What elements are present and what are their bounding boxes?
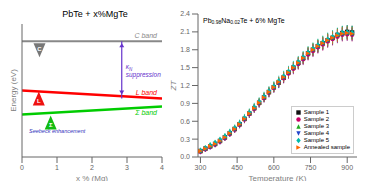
svg-text:2.1: 2.1 [180, 28, 190, 35]
svg-text:4: 4 [160, 164, 164, 171]
svg-text:Temperature (K): Temperature (K) [249, 174, 307, 181]
svg-text:300: 300 [195, 164, 207, 171]
svg-text:2: 2 [90, 164, 94, 171]
svg-text:0.3: 0.3 [180, 136, 190, 143]
svg-text:C band: C band [134, 32, 158, 39]
html-text:Sample 5: Sample 5 [303, 137, 329, 143]
html-text:Sample 2: Sample 2 [303, 116, 329, 122]
html-text:PbTe + x%MgTe: PbTe + x%MgTe [62, 9, 128, 19]
svg-text:C: C [37, 46, 42, 52]
svg-text:600: 600 [268, 164, 280, 171]
svg-text:Σ band: Σ band [134, 109, 158, 116]
svg-text:450: 450 [231, 164, 243, 171]
svg-text:suppression: suppression [126, 71, 161, 79]
html-text:Sample 4: Sample 4 [303, 130, 329, 136]
html-text:Annealed sample: Annealed sample [303, 144, 350, 150]
svg-text:0: 0 [20, 164, 24, 171]
svg-text:750: 750 [305, 164, 317, 171]
svg-text:0.9: 0.9 [180, 100, 190, 107]
svg-text:0.0: 0.0 [180, 153, 190, 160]
svg-text:0.6: 0.6 [180, 118, 190, 125]
svg-text:1: 1 [55, 164, 59, 171]
html-text:Sample 3: Sample 3 [303, 123, 329, 129]
svg-text:3: 3 [125, 164, 129, 171]
svg-text:1.5: 1.5 [180, 64, 190, 71]
svg-text:L band: L band [136, 89, 158, 96]
svg-text:900: 900 [341, 164, 353, 171]
svg-text:ZT: ZT [169, 80, 178, 92]
svg-text:2.4: 2.4 [180, 10, 190, 17]
svg-text:1.8: 1.8 [180, 46, 190, 53]
svg-text:Energy (eV): Energy (eV) [9, 69, 18, 112]
svg-text:Σ: Σ [48, 122, 53, 128]
svg-text:κN: κN [125, 62, 133, 72]
svg-text:Seebeck enhancement: Seebeck enhancement [29, 128, 86, 134]
html-text:Sample 1: Sample 1 [303, 109, 329, 115]
svg-text:x % (Mg): x % (Mg) [76, 174, 108, 181]
svg-text:L: L [37, 98, 41, 104]
svg-text:1.2: 1.2 [180, 82, 190, 89]
html-text:Pb 0.98 Na 0.02 Te + 6% MgTe: Pb 0.98 Na 0.02 Te + 6% MgTe [203, 17, 285, 25]
